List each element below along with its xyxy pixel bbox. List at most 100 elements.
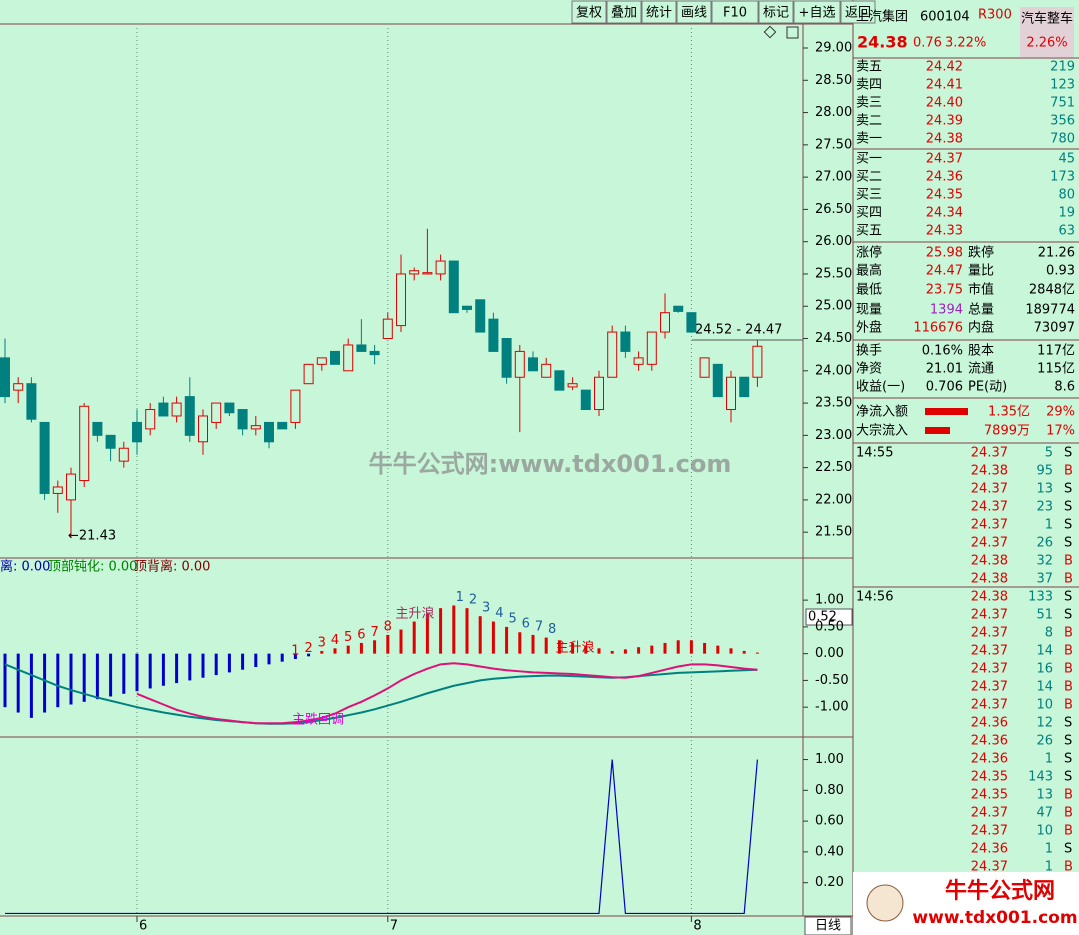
book-label: 卖三 <box>856 96 882 111</box>
flow-pct: 29% <box>1046 405 1075 420</box>
toolbar-button[interactable] <box>606 0 642 24</box>
trade-volume: 133 <box>1028 590 1053 605</box>
book-label: 买一 <box>856 152 882 167</box>
x-tick-label: 6 <box>139 919 147 934</box>
wave-count: 1 <box>291 644 299 659</box>
trade-price: 24.37 <box>971 698 1008 713</box>
y-tick-label: 0.20 <box>815 875 844 890</box>
toolbar-button[interactable] <box>711 0 759 24</box>
trade-side: S <box>1064 482 1072 497</box>
book-volume: 780 <box>1050 132 1075 147</box>
toolbar-label[interactable]: +自选 <box>799 6 836 21</box>
candle-body <box>277 421 288 430</box>
trade-time: 14:56 <box>856 590 893 605</box>
trade-volume: 37 <box>1036 572 1053 587</box>
trade-volume: 10 <box>1036 698 1053 713</box>
trade-price: 24.38 <box>971 590 1008 605</box>
macd-bar <box>109 653 113 697</box>
macd-bar <box>188 653 192 681</box>
trade-volume: 16 <box>1036 662 1053 677</box>
toolbar-button[interactable] <box>793 0 841 24</box>
trade-price: 24.37 <box>971 662 1008 677</box>
candle-body <box>132 421 142 443</box>
stat-label: 换手 <box>856 344 882 359</box>
toolbar-button[interactable] <box>571 0 607 24</box>
macd-bar <box>122 653 126 694</box>
flow-label: 净流入额 <box>856 405 908 420</box>
candle-body <box>607 331 618 378</box>
icon[interactable] <box>763 25 777 39</box>
candle-body <box>52 486 63 494</box>
trade-volume: 95 <box>1036 464 1053 479</box>
y-tick-label: -0.50 <box>815 673 849 688</box>
toolbar-button[interactable] <box>641 0 677 24</box>
toolbar-label[interactable]: 画线 <box>681 6 707 21</box>
macd-bar <box>650 645 654 654</box>
toolbar-label[interactable]: 叠加 <box>611 6 637 21</box>
y-tick-label: 22.00 <box>815 492 852 507</box>
macd-bar <box>478 616 482 654</box>
candle-body <box>237 409 248 430</box>
toolbar-label[interactable]: 复权 <box>576 5 602 21</box>
y-tick-label: 28.00 <box>815 105 852 120</box>
icon[interactable] <box>786 26 799 39</box>
wave-annotation: 主跌回调 <box>292 712 344 728</box>
macd-bar <box>505 626 509 654</box>
stat-value: 117亿 <box>1037 344 1075 359</box>
macd-bar <box>716 645 720 654</box>
toolbar-label[interactable]: 统计 <box>646 6 672 21</box>
trade-volume: 10 <box>1036 824 1053 839</box>
y-tick-label: 24.50 <box>815 331 852 346</box>
period-box[interactable] <box>804 916 852 935</box>
toolbar-button[interactable] <box>840 0 876 24</box>
macd-bar <box>175 653 179 684</box>
book-label: 买四 <box>856 206 882 221</box>
toolbar-label[interactable]: 返回 <box>845 6 871 21</box>
y-tick-label: -1.00 <box>815 700 849 715</box>
stat-label: 股本 <box>968 344 994 359</box>
macd-bar <box>676 640 680 654</box>
wave-count: 1 <box>456 590 464 605</box>
candle-body <box>501 338 512 378</box>
period-label[interactable]: 日线 <box>815 919 841 934</box>
trade-price: 24.37 <box>971 608 1008 623</box>
book-volume: 219 <box>1050 60 1075 75</box>
trade-side: B <box>1064 680 1073 695</box>
macd-bar <box>29 653 33 718</box>
toolbar-button[interactable] <box>676 0 712 24</box>
macd-bar <box>623 649 627 654</box>
macd-bar <box>755 652 759 654</box>
macd-bar <box>637 647 641 654</box>
sector-change[interactable]: 2.26% <box>1026 36 1067 51</box>
indicator-legend: 离: 0.00 <box>0 559 50 575</box>
trade-volume: 47 <box>1036 806 1053 821</box>
signal-line <box>5 759 758 915</box>
stat-value: 21.01 <box>926 362 963 377</box>
trade-side: B <box>1064 806 1073 821</box>
macd-bar <box>95 653 99 700</box>
macd-bar <box>320 650 324 654</box>
trade-side: B <box>1064 788 1073 803</box>
toolbar-label[interactable]: 标记 <box>763 6 789 21</box>
trade-price: 24.36 <box>971 842 1008 857</box>
sector-box[interactable] <box>1020 7 1074 57</box>
trade-price: 24.37 <box>971 824 1008 839</box>
trade-price: 24.38 <box>971 572 1008 587</box>
toolbar-label[interactable]: F10 <box>723 6 747 21</box>
macd-bar <box>359 642 363 654</box>
trade-side: S <box>1064 842 1072 857</box>
trade-volume: 143 <box>1028 770 1053 785</box>
indicator-legend: 顶部钝化: 0.00 <box>48 560 137 575</box>
trade-volume: 1 <box>1045 752 1053 767</box>
stat-value: 73097 <box>1034 321 1075 336</box>
wave-annotation: 主升浪 <box>395 607 434 622</box>
stat-value: 116676 <box>913 321 963 336</box>
candle-body <box>158 402 169 417</box>
current-value-box <box>805 608 853 626</box>
toolbar-button[interactable] <box>758 0 794 24</box>
sector-name[interactable]: 汽车整车 <box>1021 11 1073 27</box>
logo-url: www.tdx001.com <box>912 908 1077 928</box>
candle-body <box>118 447 129 462</box>
macd-bar <box>148 653 152 689</box>
